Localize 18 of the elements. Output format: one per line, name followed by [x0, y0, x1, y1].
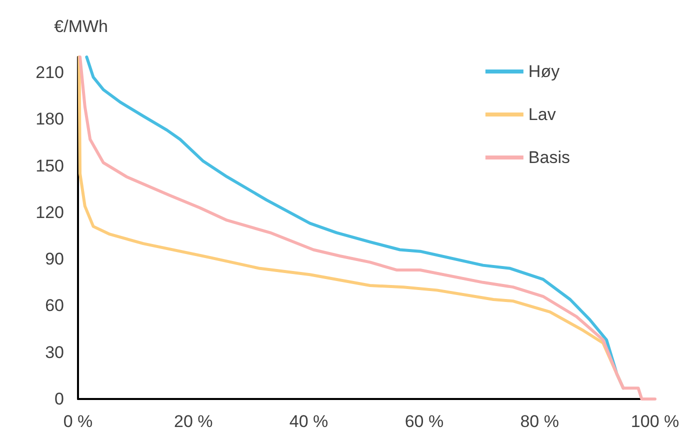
- y-tick-label: 150: [36, 156, 64, 176]
- y-tick-label: 180: [36, 110, 64, 129]
- x-tick-label: 60 %: [404, 412, 444, 431]
- x-tick-label: 0 %: [63, 412, 93, 431]
- x-tick-label: 40 %: [289, 412, 328, 431]
- x-tick-label: 100 %: [630, 412, 680, 431]
- y-tick-label: 0: [54, 390, 64, 408]
- y-tick-label: 210: [36, 63, 64, 82]
- y-tick-label: 120: [36, 202, 64, 222]
- y-tick-label: 60: [45, 296, 64, 316]
- y-axis-title: €/MWh: [54, 17, 108, 36]
- legend-label: Høy: [528, 62, 560, 81]
- y-tick-label: 30: [45, 342, 64, 362]
- legend-label: Lav: [528, 105, 556, 124]
- legend-label: Basis: [528, 148, 570, 167]
- x-tick-label: 80 %: [520, 412, 559, 431]
- x-tick-label: 20 %: [174, 412, 213, 431]
- y-tick-label: 90: [45, 250, 64, 269]
